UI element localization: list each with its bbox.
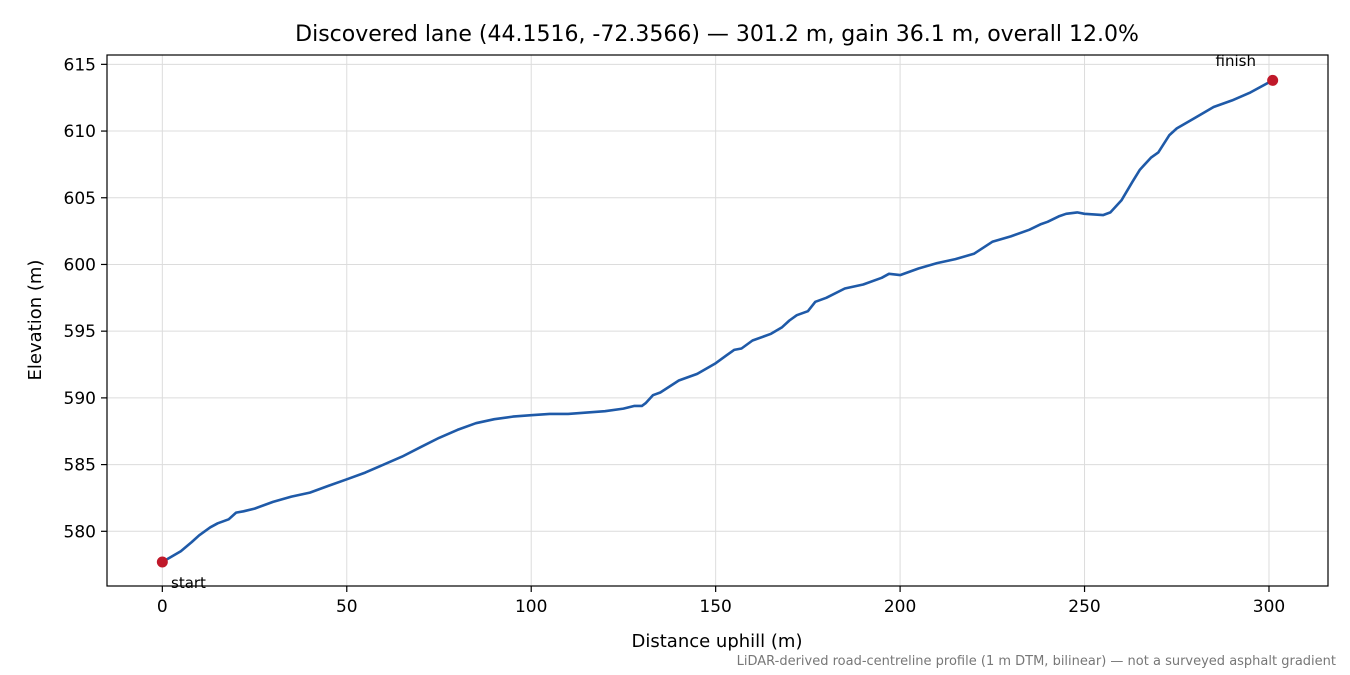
endpoint-markers: [156, 74, 1279, 568]
y-tick-label: 590: [64, 389, 96, 409]
start-marker: [156, 556, 168, 568]
y-tick-label: 600: [64, 255, 96, 275]
x-tick-label: 200: [884, 597, 916, 617]
x-axis-ticks: 0 50 100 150 200 250 300: [157, 586, 1285, 617]
plot-frame: [106, 54, 1329, 587]
finish-annotation: finish: [1216, 52, 1256, 70]
footnote: LiDAR-derived road-centreline profile (1…: [737, 654, 1336, 669]
x-tick-label: 250: [1068, 597, 1100, 617]
start-annotation: start: [171, 574, 206, 592]
x-tick-label: 100: [515, 597, 547, 617]
x-tick-label: 0: [157, 597, 168, 617]
y-tick-label: 615: [64, 55, 96, 75]
x-tick-label: 150: [699, 597, 731, 617]
x-axis-label: Distance uphill (m): [632, 631, 803, 652]
y-tick-label: 595: [64, 322, 96, 342]
y-tick-label: 585: [64, 456, 96, 476]
y-tick-label: 580: [64, 522, 96, 542]
series-layer: [161, 79, 1274, 564]
y-tick-label: 605: [64, 189, 96, 209]
x-tick-label: 50: [336, 597, 358, 617]
y-axis-ticks: 580 585 590 595 600 605 610 615: [64, 55, 107, 542]
elevation-line: [161, 79, 1274, 564]
chart-title: Discovered lane (44.1516, -72.3566) — 30…: [295, 22, 1139, 47]
grid: [107, 55, 1328, 586]
y-tick-label: 610: [64, 122, 96, 142]
y-axis-label: Elevation (m): [25, 260, 46, 381]
finish-marker: [1267, 74, 1279, 86]
x-tick-label: 300: [1253, 597, 1285, 617]
